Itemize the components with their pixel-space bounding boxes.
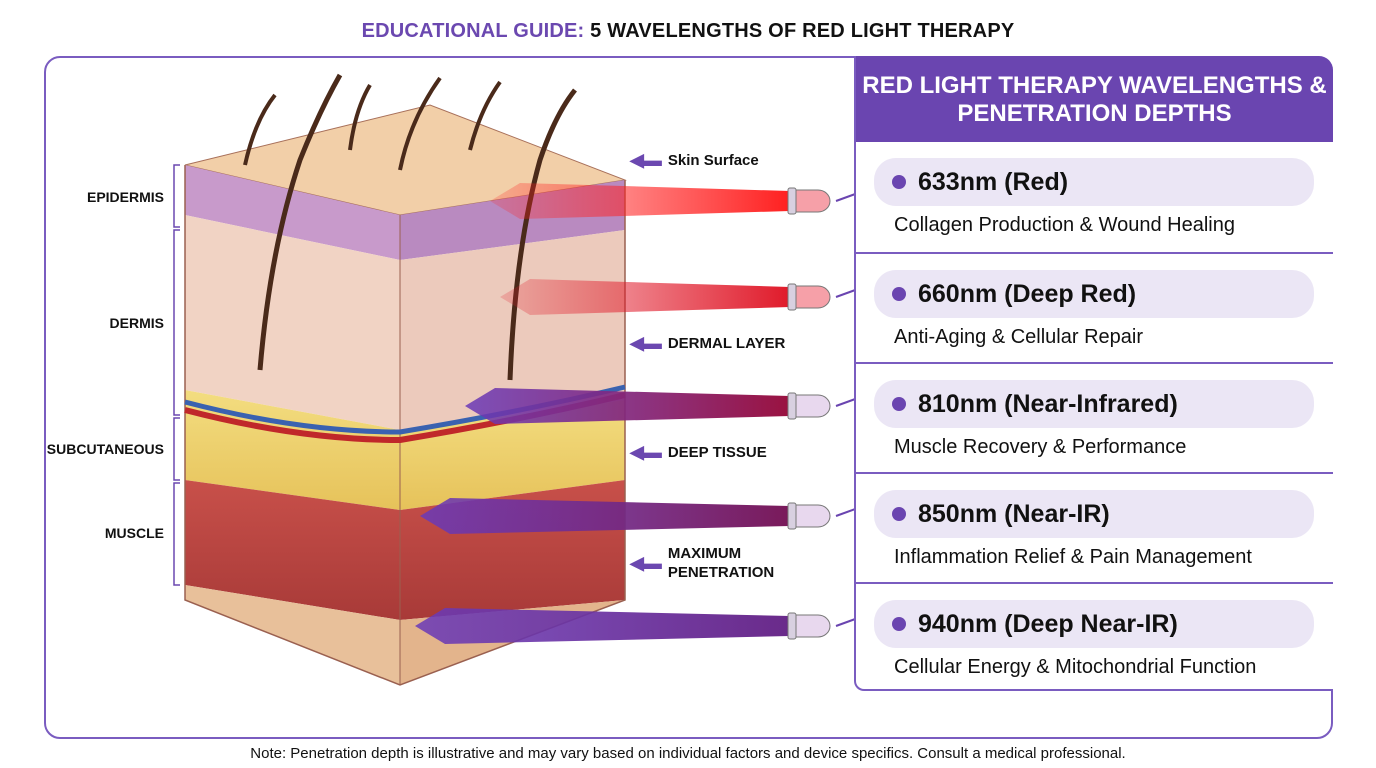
dermis-front (185, 215, 400, 430)
bullet-dot-icon (892, 175, 906, 189)
bullet-dot-icon (892, 507, 906, 521)
wavelength-row: 940nm (Deep Near-IR) Cellular Energy & Mi… (856, 582, 1333, 692)
disclaimer-note: Note: Penetration depth is illustrative … (250, 745, 1126, 762)
wavelength-row: 660nm (Deep Red) Anti-Aging & Cellular Re… (856, 252, 1333, 362)
beam-arrow (465, 388, 790, 424)
light-beam (415, 608, 831, 644)
wavelength-benefit: Collagen Production & Wound Healing (894, 214, 1235, 236)
led-emitter-icon (787, 502, 831, 530)
layer-label-dermis: DERMIS (109, 315, 164, 331)
wavelength-row: 633nm (Red) Collagen Production & Wound H… (856, 142, 1333, 252)
epidermis-front (185, 165, 400, 260)
layer-label-muscle: MUSCLE (104, 525, 164, 541)
wavelength-pill: 660nm (Deep Red) (874, 270, 1314, 318)
led-emitter-icon (787, 283, 831, 311)
layer-brackets (173, 164, 180, 586)
depth-label-maximum-penetration: ◀▬ MAXIMUM PENETRATION (630, 545, 775, 581)
light-beam (420, 498, 831, 534)
wavelength-panel: RED LIGHT THERAPY WAVELENGTHS & PENETRAT… (854, 56, 1333, 691)
beam-arrow (490, 183, 790, 219)
bullet-dot-icon (892, 617, 906, 631)
light-beam (465, 388, 831, 424)
beam-arrow (500, 279, 790, 315)
bullet-dot-icon (892, 397, 906, 411)
led-emitter-icon (787, 392, 831, 420)
left-arrow-icon: ◀▬ (630, 442, 662, 462)
bullet-dot-icon (892, 287, 906, 301)
led-emitter-icon (787, 187, 831, 215)
wavelength-row: 850nm (Near-IR) Inflammation Relief & Pai… (856, 472, 1333, 582)
depth-label-skin-surface: ◀▬ Skin Surface (630, 150, 759, 170)
wavelength-pill: 810nm (Near-Infrared) (874, 380, 1314, 428)
led-emitter-icon (787, 612, 831, 640)
wavelength-pill: 940nm (Deep Near-IR) (874, 600, 1314, 648)
light-beam (490, 183, 831, 219)
wavelength-row: 810nm (Near-Infrared) Muscle Recovery & P… (856, 362, 1333, 472)
panel-header: RED LIGHT THERAPY WAVELENGTHS & PENETRAT… (856, 56, 1333, 142)
page-title: EDUCATIONAL GUIDE: 5 WAVELENGTHS OF RED … (361, 20, 1015, 42)
light-beam (500, 279, 831, 315)
wavelength-benefit: Anti-Aging & Cellular Repair (894, 326, 1144, 348)
depth-label-dermal-layer: ◀▬ DERMAL LAYER (630, 333, 786, 353)
muscle-front (185, 480, 400, 620)
left-arrow-icon: ◀▬ (630, 333, 662, 353)
left-arrow-icon: ◀▬ (630, 553, 662, 573)
beam-arrow (415, 608, 790, 644)
wavelength-pill: 850nm (Near-IR) (874, 490, 1314, 538)
wavelength-pill: 633nm (Red) (874, 158, 1314, 206)
depth-label-deep-tissue: ◀▬ DEEP TISSUE (630, 442, 767, 462)
layer-label-epidermis: EPIDERMIS (86, 189, 164, 205)
layer-label-subcutaneous: SUBCUTANEOUS (46, 441, 164, 457)
left-arrow-icon: ◀▬ (630, 150, 662, 170)
beam-arrow (420, 498, 790, 534)
wavelength-benefit: Cellular Energy & Mitochondrial Function (894, 656, 1257, 678)
wavelength-benefit: Muscle Recovery & Performance (894, 436, 1187, 458)
wavelength-benefit: Inflammation Relief & Pain Management (894, 546, 1252, 568)
